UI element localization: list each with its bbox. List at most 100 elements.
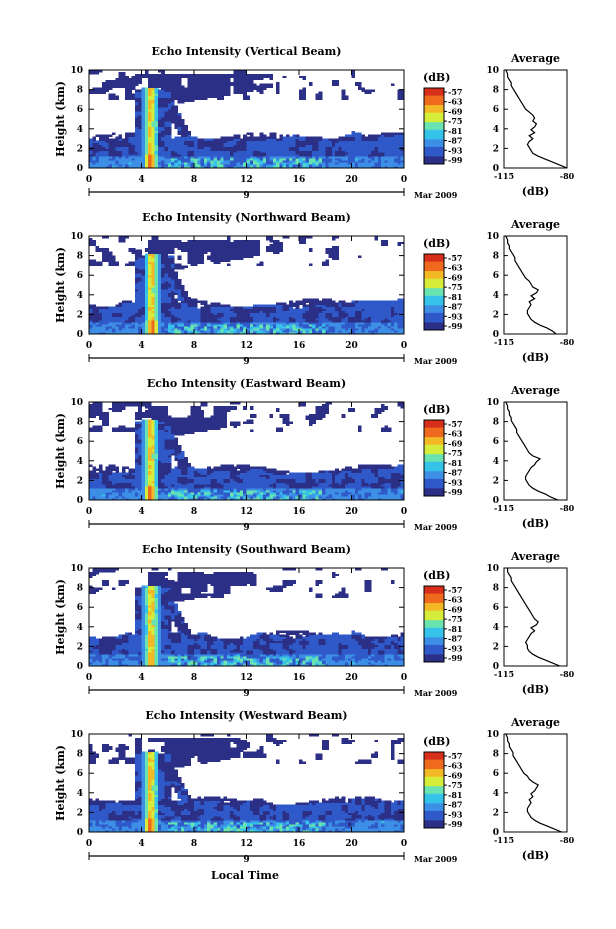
- heatmap-cell: [167, 138, 172, 141]
- heatmap-cell: [272, 245, 277, 249]
- heatmap-cell: [108, 330, 113, 333]
- heatmap-cell: [184, 87, 188, 90]
- heatmap-cell: [154, 103, 159, 106]
- heatmap-cell: [377, 138, 382, 141]
- heatmap-cell: [115, 263, 119, 266]
- heatmap-cell: [213, 314, 218, 317]
- heatmap-cell: [200, 148, 205, 151]
- heatmap-cell: [203, 162, 208, 165]
- heatmap-cell: [361, 87, 366, 90]
- heatmap-cell: [128, 324, 133, 327]
- heatmap-cell: [351, 150, 356, 153]
- heatmap-cell: [154, 97, 159, 100]
- heatmap-cell: [262, 148, 267, 151]
- heatmap-cell: [220, 83, 224, 87]
- heatmap-cell: [108, 320, 113, 323]
- heatmap-cell: [92, 70, 96, 73]
- heatmap-cell: [289, 142, 293, 145]
- heatmap-cell: [295, 302, 300, 305]
- heatmap-cell: [397, 154, 402, 157]
- heatmap-cell: [131, 162, 136, 165]
- heatmap-cell: [348, 158, 352, 161]
- heatmap-cell: [374, 136, 379, 139]
- heatmap-cell: [213, 162, 218, 165]
- heatmap-cell: [144, 330, 149, 333]
- heatmap-cell: [144, 285, 149, 288]
- heatmap-cell: [197, 158, 201, 161]
- heatmap-cell: [167, 288, 172, 292]
- heatmap-cell: [128, 134, 133, 138]
- heatmap-cell: [141, 320, 146, 323]
- heatmap-cell: [200, 302, 205, 305]
- heatmap-cell: [279, 320, 283, 323]
- heatmap-cell: [371, 306, 375, 309]
- heatmap-cell: [367, 152, 372, 155]
- heatmap-cell: [230, 312, 234, 315]
- heatmap-cell: [220, 89, 224, 92]
- heatmap-cell: [266, 75, 270, 79]
- heatmap-cell: [259, 144, 264, 147]
- heatmap-cell: [180, 134, 185, 138]
- heatmap-cell: [394, 158, 398, 161]
- heatmap-cell: [105, 247, 110, 251]
- heatmap-cell: [344, 318, 349, 321]
- heatmap-cell: [148, 140, 152, 143]
- heatmap-cell: [180, 156, 185, 159]
- heatmap-cell: [194, 164, 198, 167]
- heatmap-cell: [331, 236, 336, 239]
- heatmap-cell: [246, 164, 251, 167]
- heatmap-cell: [354, 316, 359, 319]
- heatmap-cell: [134, 150, 139, 153]
- heatmap-cell: [171, 103, 175, 106]
- heatmap-cell: [223, 306, 228, 309]
- heatmap-cell: [354, 158, 359, 161]
- heatmap-cell: [335, 146, 339, 149]
- heatmap-cell: [364, 140, 369, 143]
- heatmap-cell: [161, 326, 165, 329]
- heatmap-cell: [177, 150, 182, 153]
- heatmap-cell: [194, 328, 198, 331]
- heatmap-cell: [203, 79, 208, 83]
- heatmap-cell: [239, 316, 244, 319]
- heatmap-cell: [354, 138, 359, 141]
- heatmap-cell: [256, 89, 261, 92]
- heatmap-cell: [348, 312, 352, 315]
- heatmap-cell: [308, 306, 313, 309]
- heatmap-cell: [243, 326, 247, 329]
- heatmap-cell: [344, 156, 349, 159]
- heatmap-cell: [374, 332, 379, 335]
- heatmap-cell: [89, 150, 93, 153]
- heatmap-cell: [177, 255, 182, 258]
- heatmap-cell: [331, 306, 336, 309]
- heatmap-cell: [197, 308, 201, 311]
- heatmap-cell: [161, 239, 165, 243]
- heatmap-cell: [305, 146, 310, 149]
- panel-2: Echo Intensity (Northward Beam)0 4 8 12 16 20…: [54, 211, 575, 367]
- heatmap-cell: [325, 298, 329, 302]
- heatmap-cell: [111, 308, 116, 311]
- heatmap-cell: [148, 320, 152, 323]
- heatmap-cell: [121, 85, 126, 89]
- heatmap-cell: [141, 150, 146, 153]
- heatmap-cell: [292, 156, 297, 159]
- heatmap-cell: [194, 239, 198, 243]
- heatmap-cell: [144, 124, 149, 128]
- heatmap-cell: [180, 162, 185, 165]
- heatmap-cell: [351, 320, 356, 323]
- heatmap-cell: [92, 320, 96, 323]
- heatmap-cell: [161, 91, 165, 94]
- heatmap-cell: [108, 87, 113, 90]
- heatmap-cell: [259, 306, 264, 309]
- heatmap-cell: [164, 271, 169, 274]
- heatmap-cell: [220, 330, 224, 333]
- heatmap-cell: [134, 122, 139, 126]
- heatmap-cell: [325, 320, 329, 323]
- heatmap-cell: [95, 310, 100, 313]
- heatmap-cell: [154, 285, 159, 288]
- heatmap-cell: [315, 332, 320, 335]
- heatmap-cell: [151, 158, 156, 161]
- heatmap-cell: [282, 314, 287, 317]
- heatmap-cell: [299, 237, 303, 241]
- heatmap-cell: [92, 146, 96, 149]
- heatmap-cell: [243, 306, 247, 309]
